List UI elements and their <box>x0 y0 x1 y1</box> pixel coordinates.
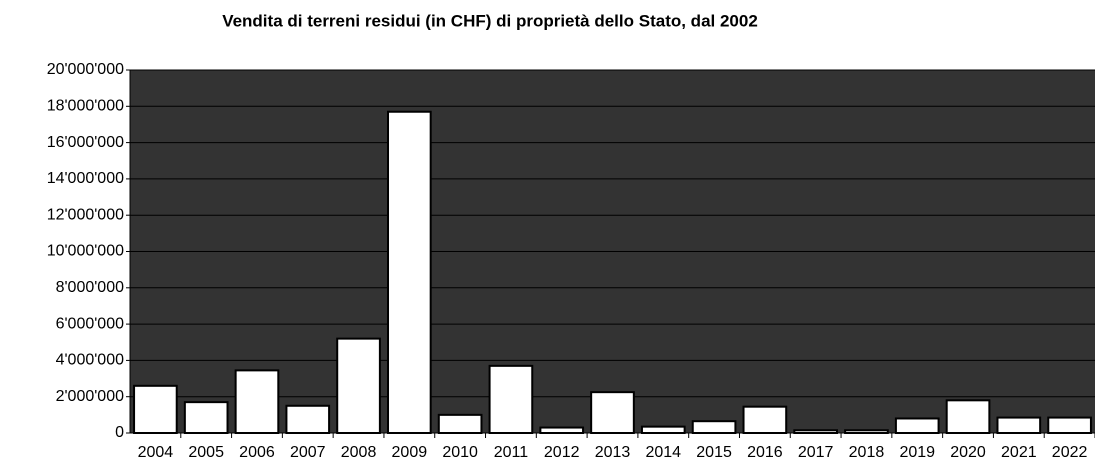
bar <box>742 405 788 434</box>
y-tick-label: 18'000'000 <box>47 98 124 115</box>
bar <box>793 429 838 434</box>
x-tick-label: 2015 <box>696 444 732 461</box>
bar <box>844 429 889 434</box>
x-tick-label: 2016 <box>747 444 783 461</box>
y-tick-label: 4'000'000 <box>56 352 125 369</box>
bar <box>945 399 991 434</box>
bar <box>234 369 280 435</box>
x-tick-label: 2012 <box>544 444 580 461</box>
y-tick-label: 16'000'000 <box>47 134 124 151</box>
x-tick-label: 2020 <box>950 444 986 461</box>
bar <box>437 413 483 435</box>
bar <box>640 425 686 434</box>
bar <box>285 404 331 434</box>
x-tick-label: 2008 <box>341 444 377 461</box>
y-tick-label: 12'000'000 <box>47 206 124 223</box>
bar <box>133 384 178 434</box>
bar <box>539 426 585 434</box>
bar <box>894 417 940 435</box>
x-tick-label: 2017 <box>798 444 834 461</box>
x-tick-label: 2005 <box>188 444 224 461</box>
x-tick-label: 2009 <box>392 444 428 461</box>
x-tick-label: 2019 <box>899 444 935 461</box>
bar <box>1047 416 1092 435</box>
bar <box>336 337 381 434</box>
bar <box>590 391 635 435</box>
y-tick-label: 8'000'000 <box>56 279 125 296</box>
x-tick-label: 2010 <box>442 444 478 461</box>
x-tick-label: 2013 <box>595 444 631 461</box>
x-tick-label: 2007 <box>290 444 326 461</box>
bar <box>183 401 229 434</box>
x-tick-label: 2018 <box>849 444 885 461</box>
y-tick-label: 0 <box>115 424 124 441</box>
bar <box>691 420 737 435</box>
x-tick-label: 2022 <box>1052 444 1088 461</box>
x-tick-label: 2021 <box>1001 444 1037 461</box>
x-tick-label: 2014 <box>645 444 681 461</box>
y-tick-label: 10'000'000 <box>47 243 124 260</box>
y-tick-label: 14'000'000 <box>47 170 124 187</box>
x-tick-label: 2004 <box>138 444 174 461</box>
x-tick-label: 2006 <box>239 444 275 461</box>
bar <box>488 364 534 434</box>
y-tick-label: 6'000'000 <box>56 315 125 332</box>
chart-title: Vendita di terreni residui (in CHF) di p… <box>222 11 758 30</box>
y-tick-label: 20'000'000 <box>47 61 124 78</box>
x-tick-label: 2011 <box>494 444 529 461</box>
bar <box>387 110 432 435</box>
y-tick-label: 2'000'000 <box>56 388 125 405</box>
bar <box>996 416 1042 435</box>
